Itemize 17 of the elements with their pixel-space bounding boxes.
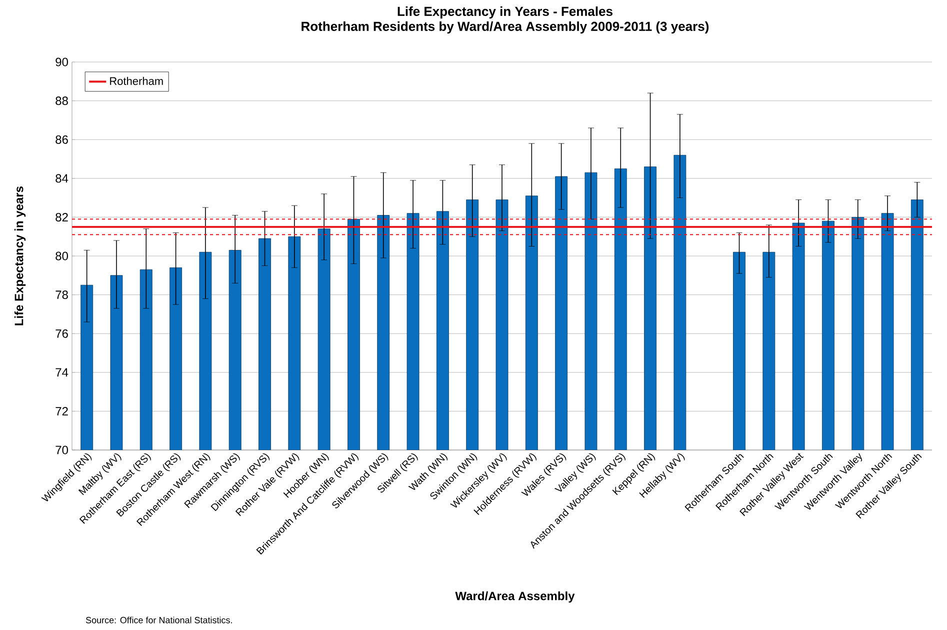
y-tick-label: 78	[56, 290, 68, 300]
y-tick-label: 82	[56, 212, 68, 222]
x-axis-title: Ward/Area Assembly	[455, 591, 575, 603]
source-note: Source: Office for National Statistics.	[86, 616, 232, 624]
y-axis-title: Life Expectancy in years	[14, 186, 26, 326]
y-tick-label: 72	[56, 407, 68, 416]
y-tick-label: 80	[56, 252, 68, 260]
y-tick-label: 84	[56, 174, 68, 183]
y-tick-label: 88	[56, 96, 68, 106]
y-tick-label: 90	[56, 58, 68, 66]
y-tick-label: 86	[56, 135, 68, 144]
chart-subtitle: Rotherham Residents by Ward/Area Assembly 2009-2011 (3 years)	[302, 21, 709, 34]
y-tick-label: 76	[56, 329, 68, 338]
chart-title: Life Expectancy in Years - Females	[398, 6, 612, 19]
y-tick-label: 74	[56, 368, 68, 377]
y-tick-label: 70	[56, 446, 68, 454]
legend-label: Rotherham	[110, 76, 163, 85]
